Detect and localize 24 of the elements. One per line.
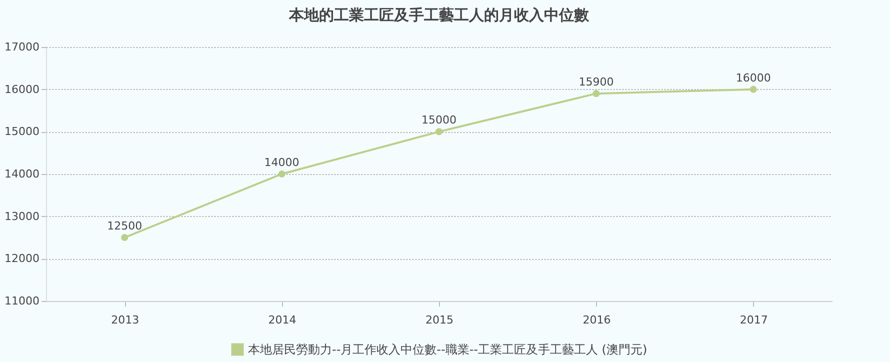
- x-tick-label: 2013: [111, 314, 140, 326]
- y-tick-label: 12000: [4, 252, 40, 266]
- data-label: 15900: [578, 76, 614, 89]
- y-tick-label: 14000: [4, 168, 40, 180]
- data-label: 12500: [107, 220, 142, 232]
- data-label: 15000: [422, 114, 456, 127]
- data-label: 16000: [736, 71, 771, 84]
- point: [278, 170, 286, 178]
- x-tick-label: 2016: [582, 314, 611, 326]
- data-label: 14000: [264, 156, 300, 169]
- y-tick-label: 17000: [4, 40, 40, 54]
- x-tick-label: 2017: [740, 314, 768, 326]
- y-tick-label: 15000: [4, 125, 40, 138]
- point: [750, 86, 757, 93]
- y-tick-label: 11000: [4, 294, 40, 308]
- chart-title: 本地的工業工匠及手工藝工人的月收入中位數: [288, 6, 590, 24]
- x-tick-label: 2015: [426, 314, 454, 326]
- legend-label: 本地居民勞動力--月工作收入中位數--職業--工業工匠及手工藝工人 (澳門元): [248, 342, 648, 356]
- x-tick-label: 2014: [268, 314, 296, 326]
- point: [121, 234, 128, 242]
- point: [592, 90, 600, 98]
- y-tick-label: 16000: [4, 82, 40, 96]
- y-tick-label: 13000: [4, 210, 40, 223]
- point: [435, 128, 443, 136]
